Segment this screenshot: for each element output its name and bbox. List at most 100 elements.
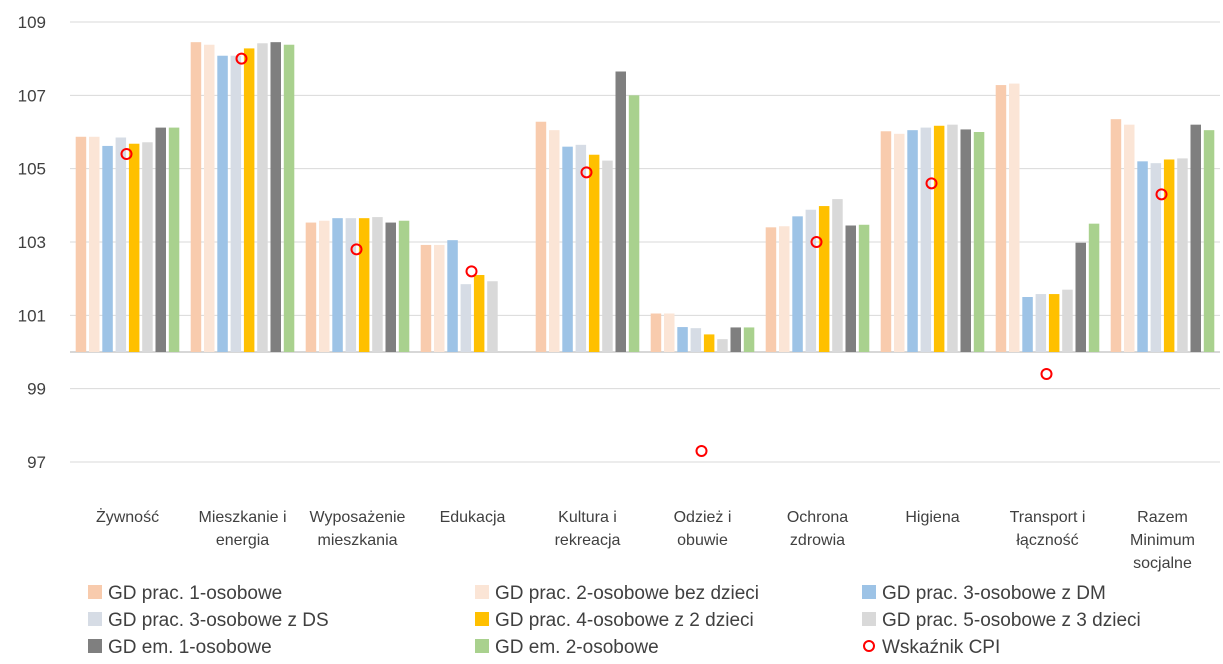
bar-4-5 bbox=[575, 144, 587, 352]
cpi-marker bbox=[120, 148, 133, 160]
x-tick-label-line: mieszkania bbox=[317, 532, 397, 549]
bar-2-8 bbox=[894, 133, 905, 352]
bar-1-8 bbox=[880, 131, 892, 352]
bar-2-9 bbox=[1009, 83, 1020, 352]
bar-1-7 bbox=[765, 227, 777, 352]
bar-2-2 bbox=[204, 44, 215, 352]
cpi-marker bbox=[810, 236, 823, 248]
x-tick-label-line: Higiena bbox=[905, 509, 959, 526]
cpi-markers bbox=[120, 52, 1168, 457]
x-tick-label-line: Kultura i bbox=[558, 509, 617, 526]
bar-6-3 bbox=[372, 217, 383, 352]
bar-8-2 bbox=[283, 44, 295, 352]
y-tick-label: 105 bbox=[18, 160, 46, 179]
bar-3-5 bbox=[562, 146, 573, 352]
legend-swatch bbox=[862, 612, 876, 626]
y-tick-label: 107 bbox=[18, 86, 46, 105]
bar-6-5 bbox=[602, 160, 613, 352]
legend-swatch bbox=[475, 612, 489, 626]
bar-2-4 bbox=[434, 244, 445, 352]
legend-swatch bbox=[88, 639, 102, 653]
y-tick-label: 99 bbox=[27, 380, 46, 399]
bar-2-5 bbox=[549, 130, 560, 352]
bar-7-3 bbox=[385, 222, 396, 352]
bar-5-4 bbox=[473, 275, 485, 352]
legend-label: Wskaźnik CPI bbox=[882, 637, 1000, 658]
bar-8-7 bbox=[858, 224, 870, 352]
bar-4-3 bbox=[345, 218, 357, 352]
bar-7-6 bbox=[730, 327, 741, 352]
bar-7-10 bbox=[1190, 124, 1201, 353]
bar-3-10 bbox=[1137, 161, 1148, 352]
x-tick-label: Żywność bbox=[96, 507, 159, 526]
bar-6-1 bbox=[142, 142, 153, 352]
bar-8-1 bbox=[168, 127, 180, 352]
x-tick-label-line: Razem bbox=[1137, 509, 1188, 526]
x-tick-label: Kultura i rekreacja bbox=[555, 509, 621, 549]
bar-5-10 bbox=[1163, 159, 1175, 352]
bar-6-7 bbox=[832, 199, 843, 352]
bar-8-5 bbox=[628, 95, 640, 352]
bar-4-4 bbox=[460, 284, 472, 352]
x-tick-label-line: Odzież i bbox=[674, 509, 732, 526]
bar-1-3 bbox=[305, 222, 317, 352]
bar-3-2 bbox=[217, 55, 228, 352]
bar-6-8 bbox=[947, 124, 958, 353]
y-tick-label: 103 bbox=[18, 233, 46, 252]
bar-5-6 bbox=[703, 334, 715, 352]
x-tick-label-line: Żywność bbox=[96, 507, 159, 526]
bar-2-3 bbox=[319, 220, 330, 352]
bar-1-4 bbox=[420, 244, 432, 352]
bar-5-2 bbox=[243, 48, 255, 353]
x-tick-label-line: zdrowia bbox=[790, 532, 845, 549]
bar-1-9 bbox=[995, 85, 1007, 353]
legend-swatch bbox=[88, 612, 102, 626]
legend-label: GD prac. 3-osobowe z DS bbox=[108, 610, 329, 631]
bar-8-10 bbox=[1203, 130, 1215, 352]
bar-6-6 bbox=[717, 339, 728, 352]
bar-7-2 bbox=[270, 42, 281, 353]
x-tick-label-line: rekreacja bbox=[555, 532, 621, 549]
bar-4-10 bbox=[1150, 163, 1162, 352]
x-tick-label: Wyposażenie mieszkania bbox=[310, 509, 406, 549]
legend-label: GD prac. 1-osobowe bbox=[108, 583, 282, 604]
cpi-marker bbox=[350, 243, 363, 256]
x-tick-label: Transport i łączność bbox=[1010, 509, 1086, 549]
cpi-marker bbox=[925, 177, 938, 190]
x-tick-label: Edukacja bbox=[440, 509, 506, 526]
bar-3-4 bbox=[447, 240, 458, 352]
x-tick-label-line: Edukacja bbox=[440, 509, 506, 526]
bar-3-1 bbox=[102, 145, 113, 352]
x-tick-label-line: Minimum bbox=[1130, 532, 1195, 549]
bar-3-7 bbox=[792, 216, 803, 352]
bar-1-10 bbox=[1110, 119, 1122, 353]
cpi-marker bbox=[1040, 368, 1053, 380]
tick-labels: 97 99 101 103 105 107 109 Żywność Mieszkanie i en… bbox=[18, 13, 1195, 572]
legend-label: GD prac. 5-osobowe z 3 dzieci bbox=[882, 610, 1141, 631]
x-tick-label: Mieszkanie i energia bbox=[198, 509, 286, 549]
bar-4-9 bbox=[1035, 294, 1047, 352]
x-tick-label: Razem Minimum socjalne bbox=[1130, 509, 1195, 572]
x-tick-label-line: Ochrona bbox=[787, 509, 848, 526]
bar-6-4 bbox=[487, 281, 498, 352]
legend-swatch bbox=[862, 585, 876, 599]
bar-4-1 bbox=[115, 137, 127, 352]
bar-8-3 bbox=[398, 220, 410, 352]
x-tick-label-line: Transport i bbox=[1010, 509, 1086, 526]
bar-8-8 bbox=[973, 132, 985, 352]
cpi-marker bbox=[580, 166, 593, 179]
legend-item: GD prac. 1-osobowe bbox=[88, 583, 282, 604]
legend-item: GD prac. 4-osobowe z 2 dzieci bbox=[475, 610, 754, 631]
cpi-marker bbox=[1155, 188, 1168, 201]
bar-5-5 bbox=[588, 154, 600, 352]
bar-2-1 bbox=[89, 136, 100, 352]
legend-swatch bbox=[475, 585, 489, 599]
bar-6-9 bbox=[1062, 289, 1073, 352]
legend-item: GD em. 2-osobowe bbox=[475, 637, 659, 658]
gridlines bbox=[70, 21, 1220, 463]
legend: GD prac. 1-osobowe GD prac. 2-osobowe bez… bbox=[88, 583, 1141, 658]
bar-8-9 bbox=[1088, 223, 1100, 352]
legend-item: GD prac. 2-osobowe bez dzieci bbox=[475, 583, 759, 604]
y-tick-label: 97 bbox=[27, 453, 46, 472]
